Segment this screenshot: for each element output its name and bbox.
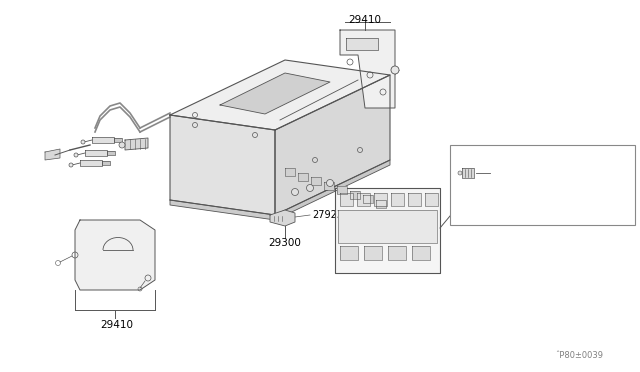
Polygon shape — [346, 38, 378, 50]
Polygon shape — [340, 246, 358, 260]
Polygon shape — [462, 168, 474, 178]
Polygon shape — [285, 168, 295, 176]
Polygon shape — [391, 193, 404, 206]
Text: 29300: 29300 — [268, 238, 301, 248]
Polygon shape — [364, 246, 382, 260]
Polygon shape — [170, 115, 275, 215]
Polygon shape — [340, 193, 353, 206]
Polygon shape — [340, 30, 395, 108]
Polygon shape — [335, 188, 440, 273]
Text: 27923N: 27923N — [312, 210, 350, 220]
Polygon shape — [408, 193, 421, 206]
Polygon shape — [374, 193, 387, 206]
Text: ˆP80±0039: ˆP80±0039 — [555, 352, 603, 360]
Polygon shape — [92, 137, 114, 143]
Polygon shape — [102, 161, 110, 165]
Polygon shape — [376, 200, 386, 208]
Text: HITACHI: HITACHI — [462, 193, 509, 206]
Text: 29410: 29410 — [348, 15, 381, 25]
Polygon shape — [363, 195, 373, 203]
Circle shape — [119, 142, 125, 148]
Polygon shape — [170, 200, 275, 220]
Circle shape — [74, 153, 78, 157]
Polygon shape — [170, 60, 390, 130]
Polygon shape — [324, 182, 334, 190]
Circle shape — [391, 66, 399, 74]
Polygon shape — [275, 75, 390, 215]
Circle shape — [81, 140, 85, 144]
Polygon shape — [75, 220, 155, 290]
Circle shape — [326, 180, 333, 186]
Polygon shape — [220, 73, 330, 114]
Polygon shape — [270, 210, 295, 226]
Text: 29410: 29410 — [100, 320, 133, 330]
Polygon shape — [357, 193, 370, 206]
Polygon shape — [412, 246, 430, 260]
Polygon shape — [275, 160, 390, 220]
Bar — [450, 145, 635, 225]
Circle shape — [291, 189, 298, 196]
Polygon shape — [425, 193, 438, 206]
Polygon shape — [45, 149, 60, 160]
Polygon shape — [338, 210, 437, 243]
Polygon shape — [85, 150, 107, 156]
Polygon shape — [80, 160, 102, 166]
Circle shape — [307, 185, 314, 192]
Polygon shape — [107, 151, 115, 155]
Circle shape — [458, 171, 462, 175]
Polygon shape — [388, 246, 406, 260]
Polygon shape — [125, 138, 148, 150]
Text: 29301E: 29301E — [457, 205, 497, 215]
Text: 27923N: 27923N — [492, 168, 533, 178]
Circle shape — [69, 163, 73, 167]
Polygon shape — [337, 186, 347, 194]
Polygon shape — [350, 191, 360, 199]
Polygon shape — [114, 138, 122, 142]
Polygon shape — [298, 173, 308, 180]
Polygon shape — [311, 177, 321, 185]
